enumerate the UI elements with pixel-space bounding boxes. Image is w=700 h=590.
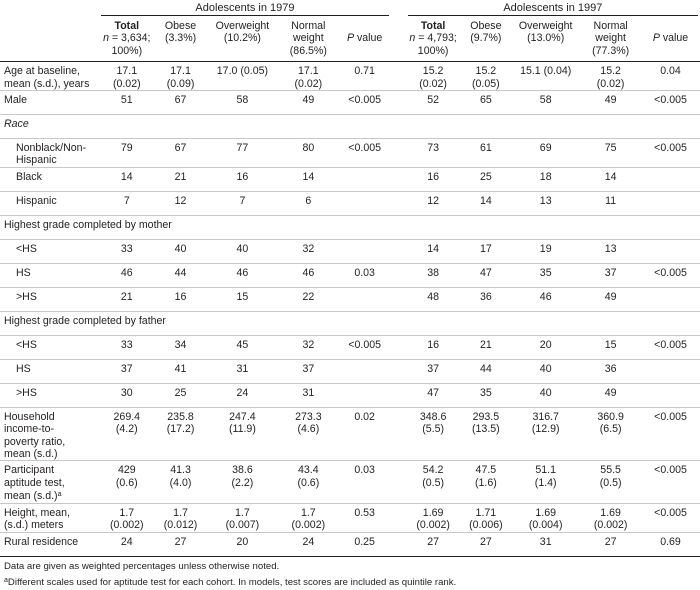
group-1997: Adolescents in 1997 [406,0,700,18]
table-row: >HS 21 16 15 22 48 36 46 49 [0,287,700,312]
table-row: Race [0,114,700,140]
table-row: HS 46 44 46 46 0.03 38 47 35 37 <0.005 [0,263,700,288]
table-row: Nonblack/Non- Hispanic 79 67 77 80 <0.005 73 6… [0,138,700,168]
col-normal-1979: Normal weight (86.5%) [277,18,339,63]
table-row: Household income-to-poverty ratio, mean (s… [0,407,700,462]
col-overweight-1979: Overweight (10.2%) [206,18,278,63]
col-pvalue-1997: P value [641,18,700,63]
group-1997-label: Adolescents in 1997 [407,2,698,16]
col-overweight-1997: Overweight (13.0%) [511,18,581,63]
group-1979: Adolescents in 1979 [99,0,390,18]
header-gap [390,18,406,63]
corner-cell [0,0,99,18]
footnote-1: Data are given as weighted percentages u… [4,560,280,572]
footnote-2: aDifferent scales used for aptitude test… [4,576,457,588]
table-row: Height, mean, (s.d.) meters 1.7 (0.002) 1.… [0,503,700,533]
table-row: Hispanic 7 12 7 6 12 14 13 11 [0,191,700,216]
col-obese-1979: Obese (3.3%) [154,18,207,63]
table-row: Black 14 21 16 14 16 25 18 14 [0,167,700,192]
table-row: Highest grade completed by mother [0,215,700,240]
table-row: >HS 30 25 24 31 47 35 40 49 [0,383,700,408]
group-gap [391,0,406,18]
table-row: <HS 33 40 40 32 14 17 19 13 [0,239,700,264]
table-row: HS 37 41 31 37 37 44 40 36 [0,359,700,384]
label-header [0,18,100,63]
data-table: Adolescents in 1979 Adolescents in 1997 … [0,0,700,557]
col-normal-1997: Normal weight (77.3%) [580,18,642,63]
table-row: Age at baseline, mean (s.d.), years 17.1 … [0,61,700,92]
col-total-1979: Total n = 3,634; 100%) [99,18,155,63]
group-1979-label: Adolescents in 1979 [101,2,389,16]
table-row: <HS 33 34 45 32 <0.005 16 21 20 15 <0.005 [0,335,700,360]
table-row: Male 51 67 58 49 <0.005 52 65 58 49 <0.005 [0,90,700,116]
table-row: Participant aptitude test, mean (s.d.)a 42… [0,460,700,504]
col-total-1997: Total n = 4,793; 100%) [405,18,461,63]
col-pvalue-1979: P value [338,18,391,63]
table-row: Rural residence 24 27 20 24 0.25 27 27 31 27 0.6… [0,532,700,557]
table-row: Highest grade completed by father [0,311,700,336]
footnotes: Data are given as weighted percentages u… [0,560,700,590]
col-obese-1997: Obese (9.7%) [460,18,512,63]
